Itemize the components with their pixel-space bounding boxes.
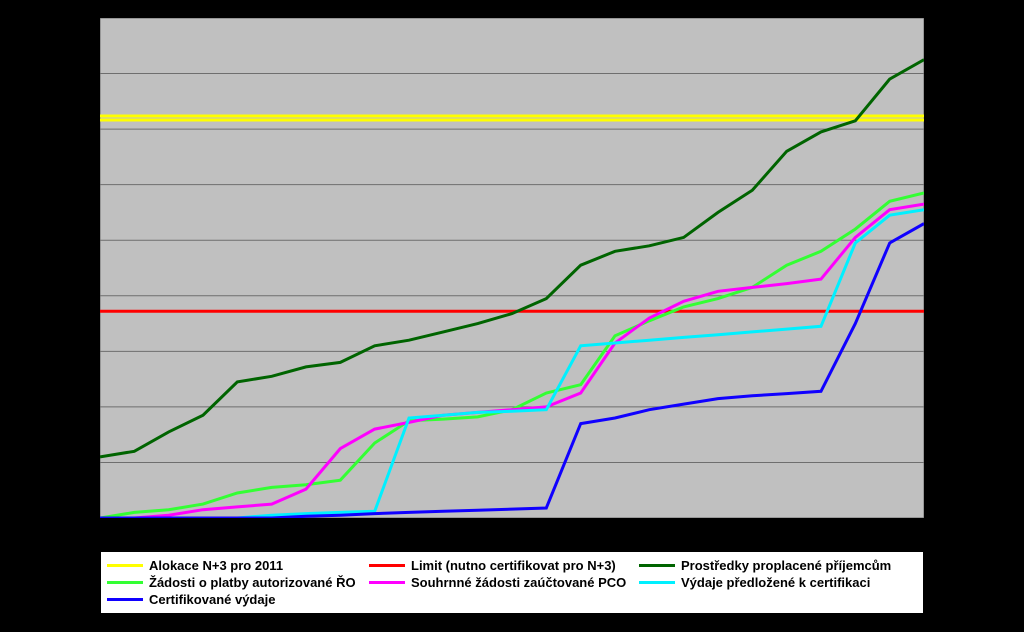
legend-label: Limit (nutno certifikovat pro N+3): [411, 558, 616, 573]
legend-label: Certifikované výdaje: [149, 592, 275, 607]
legend: Alokace N+3 pro 2011 Limit (nutno certifi…: [100, 551, 924, 614]
legend-item: Žádosti o platby autorizované ŘO: [107, 575, 369, 590]
legend-item: Alokace N+3 pro 2011: [107, 558, 369, 573]
legend-swatch: [369, 564, 405, 567]
legend-item: Certifikované výdaje: [107, 592, 369, 607]
legend-label: Souhrnné žádosti zaúčtované PCO: [411, 575, 626, 590]
legend-item: Výdaje předložené k certifikaci: [639, 575, 909, 590]
line-chart: [100, 18, 924, 518]
legend-swatch: [107, 581, 143, 584]
legend-label: Žádosti o platby autorizované ŘO: [149, 575, 356, 590]
legend-label: Prostředky proplacené příjemcům: [681, 558, 891, 573]
legend-swatch: [639, 564, 675, 567]
legend-swatch: [639, 581, 675, 584]
legend-item: Souhrnné žádosti zaúčtované PCO: [369, 575, 639, 590]
legend-item: Prostředky proplacené příjemcům: [639, 558, 909, 573]
legend-label: Výdaje předložené k certifikaci: [681, 575, 870, 590]
legend-swatch: [107, 598, 143, 601]
legend-swatch: [369, 581, 405, 584]
legend-item: Limit (nutno certifikovat pro N+3): [369, 558, 639, 573]
legend-swatch: [107, 564, 143, 567]
legend-label: Alokace N+3 pro 2011: [149, 558, 283, 573]
